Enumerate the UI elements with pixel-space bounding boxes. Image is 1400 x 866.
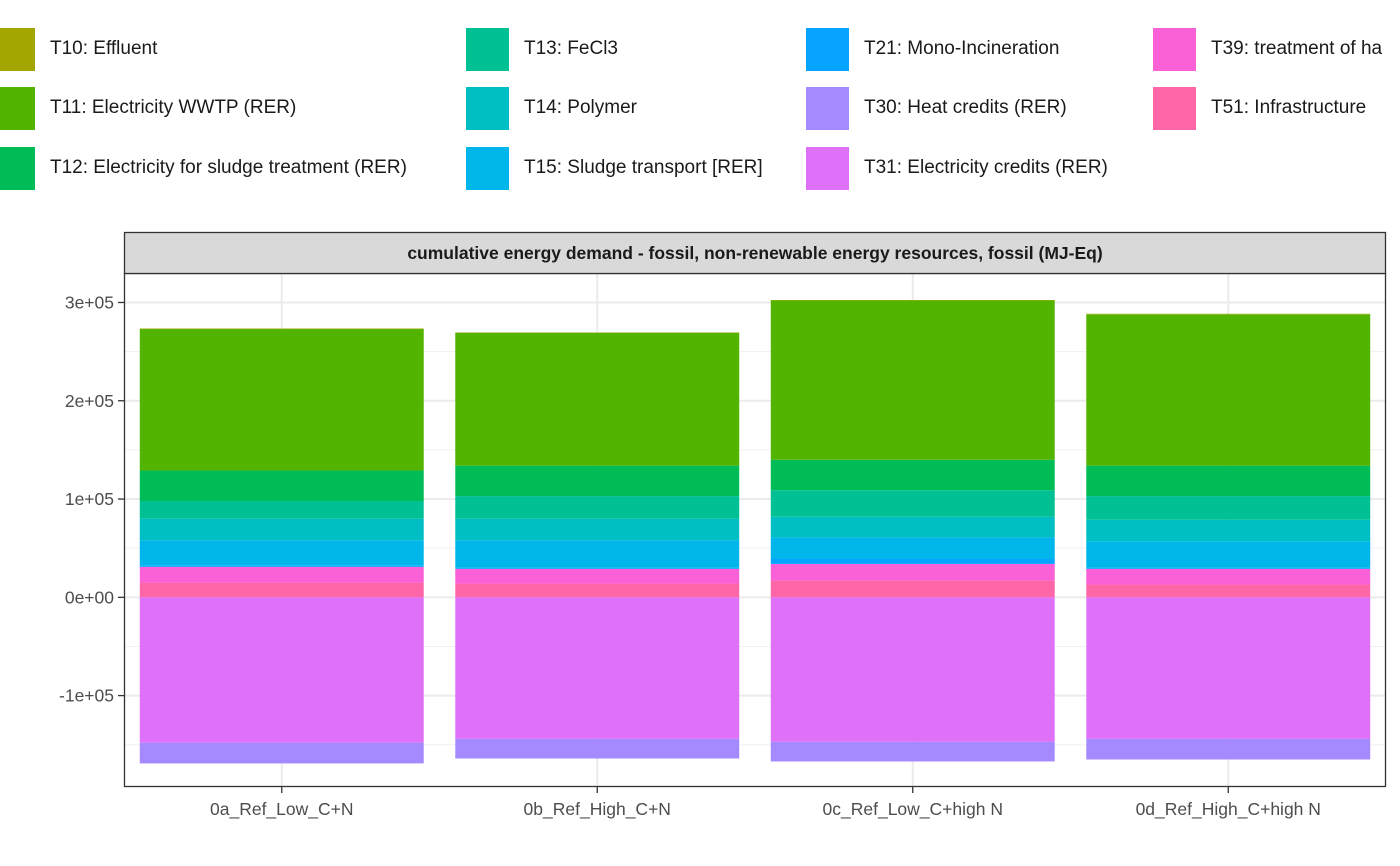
legend-key [466,146,509,190]
legend-label: T10: Effluent [50,38,158,59]
y-tick-label: -1e+05 [59,686,114,706]
legend-label: T39: treatment of ha [1211,38,1383,59]
x-tick-label: 0a_Ref_Low_C+N [210,799,354,820]
legend-item-t14: T14: Polymer [466,86,637,130]
legend-key [466,86,509,130]
bar-t12-3 [770,459,1055,491]
bar-t21-2 [455,567,740,569]
bar-t15-4 [1086,541,1371,568]
bar-t30-3 [770,741,1055,762]
legend-item-t13: T13: FeCl3 [466,27,618,71]
bar-t51-2 [455,583,740,598]
legend-item-t11: T11: Electricity WWTP (RER) [0,86,296,130]
bar-t31-4 [1086,597,1371,739]
bar-t13-1 [139,501,424,519]
bar-t13-4 [1086,496,1371,520]
legend-label: T51: Infrastructure [1211,97,1367,118]
bar-t14-3 [770,516,1055,538]
legend-label: T15: Sludge transport [RER] [524,157,763,178]
bar-t51-3 [770,580,1055,598]
bar-t15-2 [455,540,740,568]
bar-t31-3 [770,597,1055,742]
legend-label: T13: FeCl3 [524,38,618,59]
legend-key [0,146,35,190]
legend-item-t39: T39: treatment of ha [1153,27,1382,71]
legend-label: T31: Electricity credits (RER) [864,157,1108,178]
legend-item-t10: T10: Effluent [0,27,157,71]
bar-t14-2 [455,518,740,541]
legend-item-t21: T21: Mono-Incineration [806,27,1059,71]
x-tick-label: 0d_Ref_High_C+high N [1136,799,1321,820]
bar-t13-2 [455,496,740,519]
legend-key [806,27,849,71]
legend-item-t12: T12: Electricity for sludge treatment (R… [0,146,407,190]
legend-item-t15: T15: Sludge transport [RER] [466,146,763,190]
y-tick-label: 2e+05 [65,391,114,411]
bar-t39-4 [1086,568,1371,585]
bar-t51-1 [139,582,424,598]
chart-title: cumulative energy demand - fossil, non-r… [407,243,1102,263]
bar-t39-2 [455,568,740,584]
bar-t14-1 [139,518,424,541]
bar-t13-3 [770,490,1055,517]
x-tick-label: 0c_Ref_Low_C+high N [823,799,1003,820]
legend-item-t30: T30: Heat credits (RER) [806,86,1067,130]
legend: T10: Effluent T11: Electricity WWTP (RER)… [0,0,1400,210]
y-tick-label: 1e+05 [65,489,114,509]
y-axis: -1e+05 0e+00 1e+05 2e+05 3e+05 [59,292,124,706]
bar-t11-2 [455,332,740,466]
legend-key [0,27,35,71]
bar-t11-4 [1086,314,1371,466]
bar-t12-4 [1086,465,1371,497]
bar-t21-3 [770,558,1055,564]
bar-t31-1 [139,597,424,743]
bar-t12-1 [139,470,424,502]
legend-key [1153,86,1196,130]
bar-t21-4 [1086,567,1371,569]
y-tick-label: 3e+05 [65,292,114,312]
bar-t30-1 [139,742,424,764]
legend-label: T12: Electricity for sludge treatment (R… [50,157,407,178]
strip-background [123,231,1387,275]
legend-key [806,146,849,190]
bar-t11-1 [139,329,424,471]
bar-t31-2 [455,597,740,739]
legend-item-t31: T31: Electricity credits (RER) [806,146,1108,190]
bar-t30-4 [1086,738,1371,760]
bar-t30-2 [455,738,740,759]
y-tick-label: 0e+00 [65,587,114,607]
legend-key [806,86,849,130]
bar-t39-1 [139,566,424,583]
legend-label: T11: Electricity WWTP (RER) [50,97,297,118]
legend-key [466,27,509,71]
x-tick-label: 0b_Ref_High_C+N [524,799,671,820]
legend-label: T21: Mono-Incineration [864,38,1060,59]
legend-item-t51: T51: Infrastructure [1153,86,1366,130]
bar-t51-4 [1086,584,1371,598]
bar-t11-3 [770,300,1055,460]
bar-t12-2 [455,465,740,497]
bar-t21-1 [139,565,424,567]
x-axis: 0a_Ref_Low_C+N 0b_Ref_High_C+N 0c_Ref_Low_… [210,787,1321,820]
legend-label: T14: Polymer [524,97,637,118]
legend-label: T30: Heat credits (RER) [864,97,1067,118]
bar-t39-3 [770,563,1055,581]
legend-key [0,86,35,130]
bar-t14-4 [1086,519,1371,542]
legend-key [1153,27,1196,71]
bars [139,300,1371,764]
bar-t15-1 [139,540,424,566]
bar-t15-3 [770,537,1055,559]
